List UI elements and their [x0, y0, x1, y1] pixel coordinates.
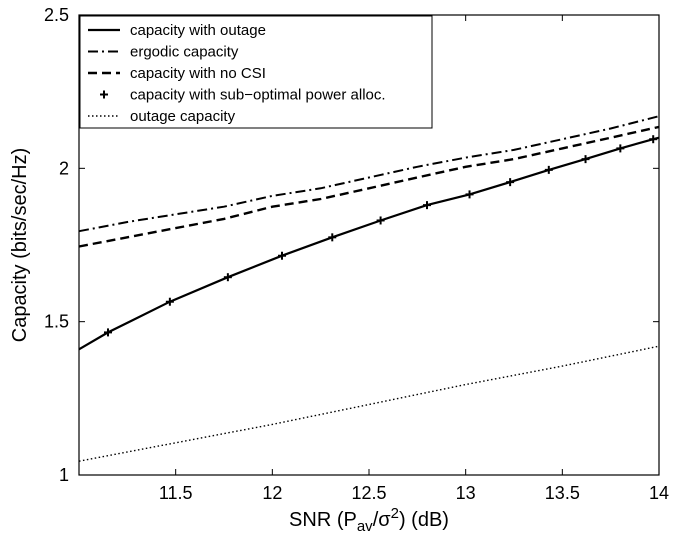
data-point-plus [278, 251, 286, 260]
series-line-dashed [78, 125, 660, 248]
data-point-plus [376, 216, 385, 225]
y-tick-label: 2.5 [44, 5, 69, 25]
series-line-dotted [78, 345, 660, 462]
data-point-plus [165, 297, 174, 306]
x-axis-title-superscript: 2 [391, 505, 399, 522]
y-tick-label: 1 [59, 465, 69, 485]
data-point-plus [104, 328, 112, 337]
x-tick-label: 13 [456, 483, 476, 503]
data-point-plus [616, 144, 625, 153]
series-line-dashdot [78, 115, 660, 233]
y-tick-label: 2 [59, 158, 69, 178]
data-point-plus [544, 165, 553, 174]
x-tick-label: 13.5 [545, 483, 580, 503]
x-tick-label: 12.5 [351, 483, 386, 503]
data-point-plus [506, 178, 515, 187]
x-axis-title-part: /σ [373, 509, 392, 531]
x-axis-title: SNR (Pav/σ2) (dB) [289, 505, 449, 533]
legend-label: outage capacity [130, 108, 236, 125]
data-series [78, 115, 660, 462]
y-tick-label: 1.5 [44, 312, 69, 332]
x-axis-title-part: ) (dB) [399, 509, 449, 531]
series-sub-optimal-power-markers [104, 135, 658, 337]
legend-label: capacity with outage [130, 22, 266, 39]
legend: capacity with outage ergodic capacity capa… [79, 15, 433, 129]
x-axis-title-subscript: av [357, 518, 373, 533]
legend-label: capacity with sub−optimal power alloc. [130, 87, 386, 104]
x-axis-title-part: SNR (P [289, 509, 357, 531]
legend-marker-plus [100, 90, 108, 99]
legend-label: ergodic capacity [130, 44, 239, 61]
data-point-plus [328, 233, 337, 242]
data-point-plus [423, 201, 431, 210]
x-tick-label: 12 [262, 483, 282, 503]
data-point-plus [465, 190, 474, 199]
x-tick-label: 14 [649, 483, 669, 503]
data-point-plus [581, 155, 590, 164]
legend-label: capacity with no CSI [130, 65, 266, 82]
data-point-plus [649, 135, 658, 144]
data-point-plus [223, 273, 232, 282]
x-tick-label: 11.5 [159, 483, 193, 503]
y-axis-title: Capacity (bits/sec/Hz) [9, 148, 31, 343]
legend-box [79, 15, 433, 129]
